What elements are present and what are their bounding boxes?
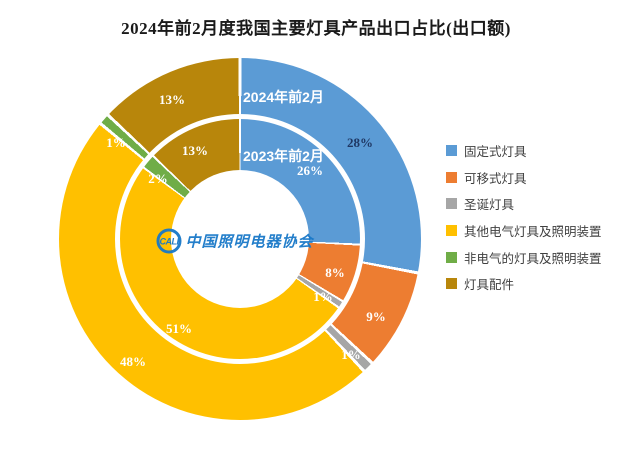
doughnut-hole bbox=[171, 170, 309, 308]
legend-swatch-green-icon bbox=[446, 251, 457, 263]
legend-item-non-electric: 非电气的灯具及照明装置 bbox=[446, 244, 602, 271]
legend-item-fixed-lamps: 固定式灯具 bbox=[446, 137, 602, 164]
legend-label: 圣诞灯具 bbox=[464, 198, 515, 213]
doughnut-chart: CALI 中国照明电器协会 2024年前2月 2023年前2月 28% 9% 1… bbox=[59, 58, 421, 420]
legend-swatch-gray-icon bbox=[446, 198, 457, 210]
watermark-org-name: 中国照明电器协会 bbox=[185, 234, 314, 251]
legend-label: 可移式灯具 bbox=[464, 171, 527, 186]
legend-label: 固定式灯具 bbox=[464, 144, 527, 159]
outer-pct-christmas-lamps: 1% bbox=[341, 347, 361, 362]
outer-pct-fixed-lamps: 28% bbox=[347, 135, 373, 150]
legend-swatch-orange-icon bbox=[446, 171, 457, 183]
legend-swatch-blue-icon bbox=[446, 144, 457, 156]
legend-label: 灯具配件 bbox=[464, 278, 515, 293]
outer-pct-portable-lamps: 9% bbox=[366, 309, 386, 324]
legend-item-christmas-lamps: 圣诞灯具 bbox=[446, 190, 602, 217]
chart-legend: 固定式灯具 可移式灯具 圣诞灯具 其他电气灯具及照明装置 非电气的灯具及照明装置… bbox=[446, 137, 602, 297]
outer-pct-non-electric: 1% bbox=[106, 135, 126, 150]
legend-item-other-electric: 其他电气灯具及照明装置 bbox=[446, 217, 602, 244]
outer-pct-other-electric: 48% bbox=[120, 354, 146, 369]
legend-swatch-gold-icon bbox=[446, 278, 457, 290]
legend-item-lamp-parts: 灯具配件 bbox=[446, 270, 602, 297]
inner-pct-portable-lamps: 8% bbox=[325, 265, 345, 280]
legend-swatch-yellow-icon bbox=[446, 224, 457, 236]
outer-pct-lamp-parts: 13% bbox=[159, 92, 185, 107]
inner-pct-lamp-parts: 13% bbox=[182, 143, 208, 158]
inner-pct-other-electric: 51% bbox=[166, 321, 192, 336]
inner-pct-non-electric: 2% bbox=[148, 171, 168, 186]
legend-label: 非电气的灯具及照明装置 bbox=[464, 251, 602, 266]
legend-label: 其他电气灯具及照明装置 bbox=[464, 224, 602, 239]
legend-item-portable-lamps: 可移式灯具 bbox=[446, 164, 602, 191]
inner-pct-fixed-lamps: 26% bbox=[297, 163, 323, 178]
inner-pct-christmas-lamps: 1% bbox=[313, 289, 333, 304]
cali-watermark: CALI 中国照明电器协会 bbox=[156, 228, 314, 254]
inner-ring-title: 2023年前2月 bbox=[243, 148, 324, 164]
outer-ring-title: 2024年前2月 bbox=[243, 89, 324, 105]
cali-logo-icon: CALI bbox=[156, 228, 182, 254]
cali-logo-text: CALI bbox=[159, 236, 179, 246]
chart-title: 2024年前2月度我国主要灯具产品出口占比(出口额) bbox=[121, 19, 511, 38]
